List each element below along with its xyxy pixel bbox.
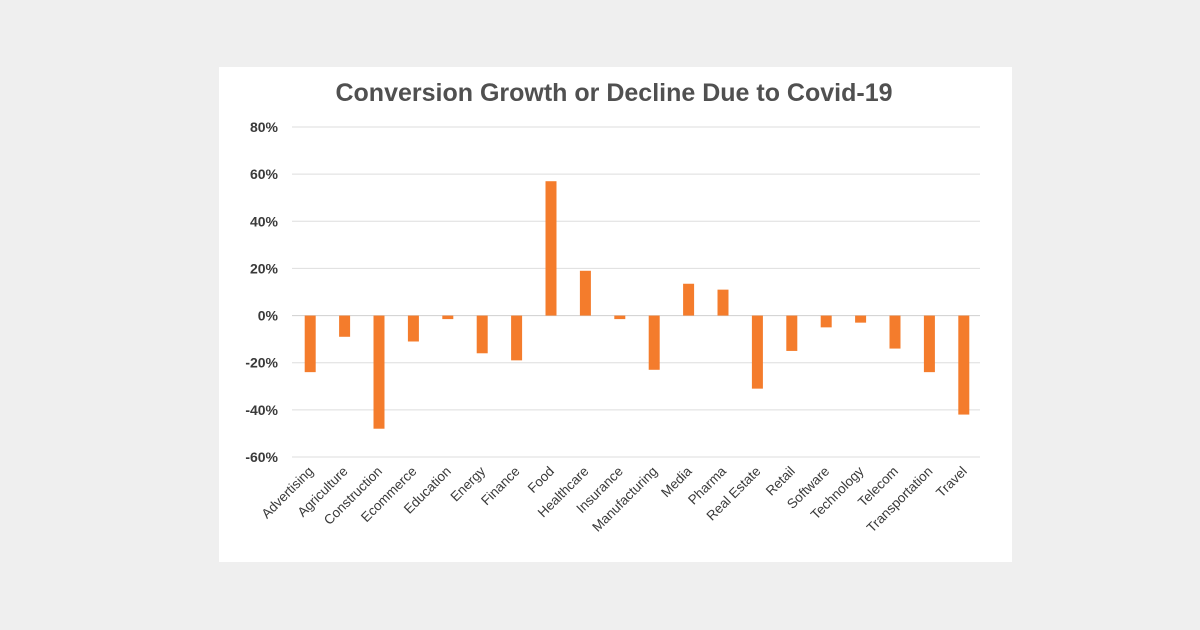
bar bbox=[339, 315, 351, 337]
bar bbox=[511, 315, 523, 361]
bar bbox=[614, 315, 626, 320]
bar bbox=[958, 315, 970, 415]
y-tick-label: 20% bbox=[250, 260, 279, 276]
x-tick-label: Travel bbox=[933, 464, 970, 501]
bar bbox=[923, 315, 935, 373]
bar bbox=[373, 315, 385, 429]
bar bbox=[442, 315, 454, 320]
bar-chart: Conversion Growth or Decline Due to Covi… bbox=[245, 79, 980, 535]
bar bbox=[751, 315, 763, 389]
bar bbox=[683, 283, 695, 316]
bar bbox=[648, 315, 660, 370]
bar bbox=[407, 315, 419, 342]
bar bbox=[304, 315, 316, 373]
x-tick-label: Finance bbox=[478, 464, 523, 509]
y-tick-label: -40% bbox=[245, 402, 278, 418]
bar bbox=[786, 315, 798, 351]
y-tick-label: 80% bbox=[250, 119, 279, 135]
chart-title: Conversion Growth or Decline Due to Covi… bbox=[335, 79, 892, 107]
chart-card: Conversion Growth or Decline Due to Covi… bbox=[219, 67, 1012, 562]
y-tick-label: -20% bbox=[245, 355, 278, 371]
bar bbox=[476, 315, 488, 354]
bar bbox=[820, 315, 832, 328]
bar bbox=[717, 289, 729, 316]
bar bbox=[855, 315, 867, 323]
bar bbox=[889, 315, 901, 349]
bars bbox=[304, 181, 970, 429]
bar bbox=[545, 181, 557, 316]
y-tick-label: 0% bbox=[258, 308, 279, 324]
bar bbox=[579, 270, 591, 316]
gridlines bbox=[292, 126, 980, 458]
x-axis-labels: AdvertisingAgricultureConstructionEcomme… bbox=[258, 463, 969, 535]
y-tick-label: 40% bbox=[250, 213, 279, 229]
y-axis-ticks: 80% 60% 40% 20% 0% -20% -40% -60% bbox=[245, 119, 278, 465]
y-tick-label: 60% bbox=[250, 166, 279, 182]
y-tick-label: -60% bbox=[245, 449, 278, 465]
